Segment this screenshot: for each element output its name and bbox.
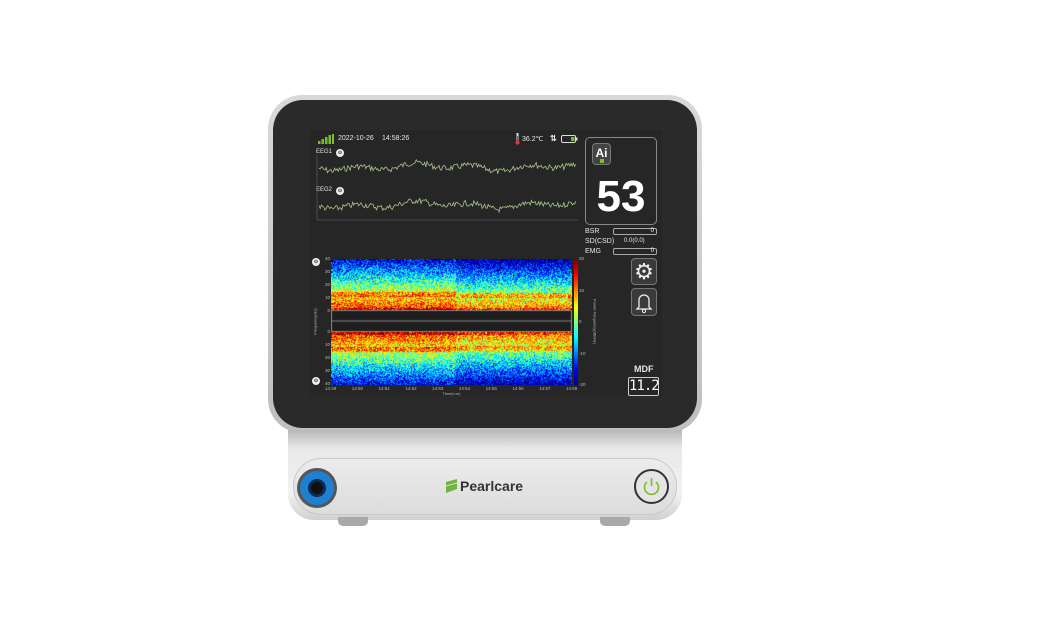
colorbar-tick-label: 10: [579, 287, 585, 293]
x-tick-label: 14:55: [485, 386, 497, 391]
right-foot: [600, 517, 630, 526]
spectrogram-top-settings-icon[interactable]: ⊙: [312, 258, 320, 266]
eeg2-settings-icon[interactable]: ⊙: [336, 187, 344, 195]
y-tick-label: 20: [324, 355, 330, 360]
y-tick-label: 20: [324, 282, 330, 287]
port-socket-icon: [308, 479, 326, 497]
y-tick-label: 0: [327, 308, 330, 313]
colorbar-tick-label: -10: [579, 350, 586, 356]
colorbar: [574, 259, 578, 385]
colorbar-ticks: 20 10 0 -10 -20: [579, 256, 589, 387]
power-button[interactable]: [634, 469, 669, 504]
left-foot: [338, 517, 368, 526]
y-axis-label: Frequency(Hz): [312, 308, 318, 335]
settings-button[interactable]: ⚙: [631, 258, 657, 285]
emg-value: 0: [650, 248, 654, 254]
colorbar-tick-label: 0: [579, 319, 582, 324]
eeg2-waveform: [318, 197, 577, 214]
sd-csd-value: 0.0(0.0): [624, 238, 645, 244]
bell-icon: [635, 294, 653, 314]
eeg-waveform-area: [316, 155, 578, 221]
thermometer-icon: [515, 133, 520, 145]
y-ticks-top: 40 30 20 10 0: [318, 256, 330, 313]
index-value: 53: [596, 172, 646, 221]
front-panel: [293, 458, 677, 515]
y-tick-label: 10: [324, 342, 330, 347]
pearlcare-logo-icon: [445, 479, 458, 493]
transfer-arrows-icon: ⇅: [550, 134, 557, 143]
status-date: 2022-10-26: [338, 135, 374, 142]
ai-indicator: [600, 159, 604, 163]
eeg1-label: EEG1: [316, 149, 333, 155]
x-tick-label: 14:51: [378, 386, 390, 391]
status-time: 14:58:26: [382, 135, 410, 142]
y-tick-label: 0: [327, 329, 330, 334]
signal-bars-icon: [318, 134, 334, 144]
bsr-value: 0: [650, 228, 654, 234]
x-tick-label: 14:49: [325, 386, 337, 391]
temperature-value: 36.2℃: [522, 136, 544, 143]
colorbar-tick-label: 20: [579, 256, 585, 261]
x-tick-label: 14:53: [432, 386, 444, 391]
ai-badge: Ai: [592, 143, 611, 165]
sensor-port[interactable]: [297, 468, 337, 508]
colorbar-tick-label: -20: [579, 382, 586, 387]
x-ticks: 14:49 14:50 14:51 14:52 14:53 14:54 14:55 14:56…: [325, 386, 577, 392]
index-panel: [585, 137, 657, 225]
x-axis-label: Time(h:m): [442, 391, 461, 396]
x-tick-label: 14:57: [539, 386, 551, 391]
colorbar-label: Power Frequency(dB/Hz): [592, 299, 598, 344]
y-tick-label: 40: [324, 381, 330, 386]
brand-name: Pearlcare: [460, 478, 524, 494]
battery-icon: [561, 135, 578, 143]
spectrogram-heatmap: [331, 259, 572, 385]
ai-label: Ai: [595, 146, 608, 160]
x-tick-label: 14:56: [512, 386, 524, 391]
y-tick-label: 30: [324, 368, 330, 373]
y-tick-label: 30: [324, 269, 330, 274]
y-tick-label: 40: [324, 256, 330, 261]
emg-bar: 0: [613, 248, 657, 255]
eeg1-waveform: [318, 158, 577, 174]
power-icon: [643, 478, 660, 496]
eeg1-settings-icon[interactable]: ⊙: [336, 149, 344, 157]
x-tick-label: 14:54: [458, 386, 471, 391]
mdf-label: MDF: [634, 364, 654, 374]
y-tick-label: 10: [324, 295, 330, 300]
x-tick-label: 14:50: [351, 386, 364, 391]
eeg2-label: EEG2: [316, 187, 333, 193]
bsr-label: BSR: [585, 228, 600, 235]
gear-icon: ⚙: [634, 259, 654, 284]
x-tick-label: 14:58: [566, 386, 578, 391]
sd-csd-label: SD(CSD): [585, 238, 615, 245]
bsr-bar: 0: [613, 228, 657, 235]
y-ticks-bottom: 0 10 20 30 40: [318, 329, 330, 386]
alarm-button[interactable]: [631, 288, 657, 316]
emg-label: EMG: [585, 248, 601, 255]
x-tick-label: 14:52: [405, 386, 417, 391]
spectrogram-bottom-settings-icon[interactable]: ⊙: [312, 377, 320, 385]
mdf-value: 11.2: [628, 377, 660, 396]
